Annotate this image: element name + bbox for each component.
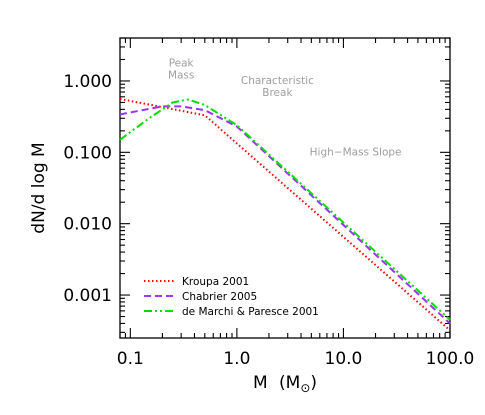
x-tick-label: 100.0	[426, 349, 475, 369]
annotation-text: Break	[262, 87, 293, 99]
legend-label: Chabrier 2005	[182, 291, 257, 303]
x-tick-label: 0.1	[117, 349, 144, 369]
x-axis-title: M (M⊙)	[253, 373, 317, 395]
y-tick-labels: 0.001 0.010 0.100 1.000	[63, 72, 112, 306]
series-line-3	[119, 98, 451, 321]
x-axis-title-unit-close: )	[310, 373, 317, 393]
series-line-2	[119, 105, 451, 325]
annotation-text: Characteristic	[241, 75, 314, 87]
annotation-text: Peak	[169, 57, 195, 69]
x-tick-label: 1.0	[223, 349, 250, 369]
x-axis-title-unit-open: (M	[279, 373, 300, 393]
y-axis-title: dN/d log M	[29, 142, 49, 233]
y-tick-label: 1.000	[63, 72, 112, 92]
annotation-text: High−Mass Slope	[310, 147, 402, 159]
y-tick-label: 0.100	[63, 143, 112, 163]
legend: Kroupa 2001 Chabrier 2005 de Marchi & Pare…	[144, 276, 319, 318]
legend-label: Kroupa 2001	[182, 276, 249, 288]
annotation-text: Mass	[168, 69, 194, 81]
plot-frame	[119, 37, 451, 339]
x-tick-labels: 0.1 1.0 10.0 100.0	[117, 349, 475, 369]
y-tick-label: 0.010	[63, 215, 112, 235]
series-lines	[119, 97, 451, 332]
x-axis-title-unit-sub: ⊙	[300, 381, 310, 395]
series-line-1	[119, 97, 451, 332]
legend-label: de Marchi & Paresce 2001	[182, 306, 319, 318]
x-tick-label: 10.0	[325, 349, 363, 369]
y-tick-label: 0.001	[63, 286, 112, 306]
x-axis-title-main: M	[253, 373, 268, 393]
